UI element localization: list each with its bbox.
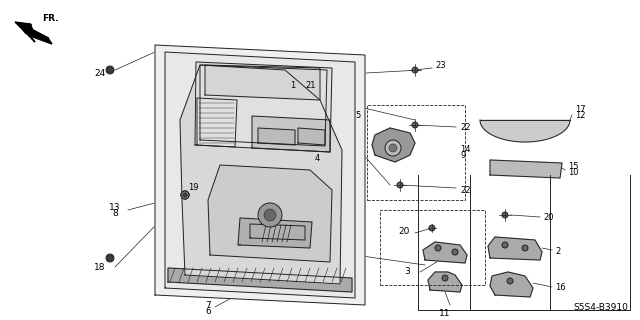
- Text: 11: 11: [439, 308, 451, 317]
- Text: 23: 23: [435, 60, 445, 69]
- Text: 17: 17: [575, 105, 586, 114]
- Polygon shape: [15, 22, 52, 44]
- Text: 6: 6: [205, 308, 211, 316]
- Text: 22: 22: [460, 123, 470, 132]
- Polygon shape: [298, 128, 325, 145]
- Circle shape: [181, 191, 189, 199]
- Polygon shape: [205, 65, 320, 100]
- Polygon shape: [165, 52, 355, 298]
- Polygon shape: [488, 237, 542, 260]
- Circle shape: [107, 255, 113, 261]
- Text: 8: 8: [112, 209, 118, 218]
- Text: 19: 19: [188, 182, 198, 191]
- Circle shape: [502, 242, 508, 248]
- Circle shape: [108, 68, 112, 72]
- Circle shape: [107, 67, 113, 73]
- Text: 15: 15: [568, 162, 579, 171]
- Circle shape: [183, 193, 187, 197]
- Circle shape: [258, 203, 282, 227]
- Circle shape: [412, 67, 418, 73]
- Text: FR.: FR.: [42, 13, 58, 22]
- Text: 3: 3: [404, 268, 410, 276]
- Circle shape: [507, 278, 513, 284]
- Text: 13: 13: [109, 203, 121, 212]
- Polygon shape: [168, 268, 352, 292]
- Polygon shape: [195, 62, 332, 152]
- Circle shape: [106, 254, 114, 262]
- Text: 12: 12: [575, 110, 586, 119]
- Text: 1: 1: [290, 81, 295, 90]
- Text: 21: 21: [305, 81, 316, 90]
- Circle shape: [181, 191, 189, 199]
- Polygon shape: [258, 128, 295, 145]
- Text: S5S4-B3910: S5S4-B3910: [573, 303, 628, 312]
- Circle shape: [183, 193, 187, 197]
- Polygon shape: [208, 165, 332, 262]
- Polygon shape: [428, 272, 462, 292]
- Circle shape: [412, 122, 418, 128]
- Polygon shape: [252, 116, 330, 152]
- Circle shape: [108, 256, 112, 260]
- Circle shape: [106, 66, 114, 74]
- Text: 10: 10: [568, 167, 579, 177]
- Polygon shape: [480, 120, 570, 142]
- Polygon shape: [155, 45, 365, 305]
- Circle shape: [397, 182, 403, 188]
- Circle shape: [183, 193, 187, 197]
- Circle shape: [442, 275, 448, 281]
- Circle shape: [435, 245, 441, 251]
- Text: 14: 14: [460, 145, 470, 154]
- Polygon shape: [372, 128, 415, 162]
- Circle shape: [522, 245, 528, 251]
- Circle shape: [452, 249, 458, 255]
- Circle shape: [429, 225, 435, 231]
- Polygon shape: [180, 65, 342, 284]
- Polygon shape: [238, 218, 312, 248]
- Text: 20: 20: [543, 213, 554, 222]
- Text: 2: 2: [555, 247, 560, 257]
- Circle shape: [264, 209, 276, 221]
- Polygon shape: [490, 272, 533, 297]
- Text: 22: 22: [460, 186, 470, 195]
- Text: 18: 18: [94, 263, 106, 273]
- Text: 4: 4: [315, 154, 320, 163]
- Text: 16: 16: [555, 284, 566, 292]
- Circle shape: [389, 144, 397, 152]
- Polygon shape: [423, 242, 467, 263]
- Text: 5: 5: [355, 110, 360, 119]
- Text: 24: 24: [94, 68, 106, 77]
- Circle shape: [181, 191, 189, 199]
- Circle shape: [502, 212, 508, 218]
- Text: 7: 7: [205, 301, 211, 310]
- Circle shape: [385, 140, 401, 156]
- Polygon shape: [490, 160, 562, 178]
- Text: 20: 20: [399, 228, 410, 236]
- Text: 9: 9: [460, 150, 465, 159]
